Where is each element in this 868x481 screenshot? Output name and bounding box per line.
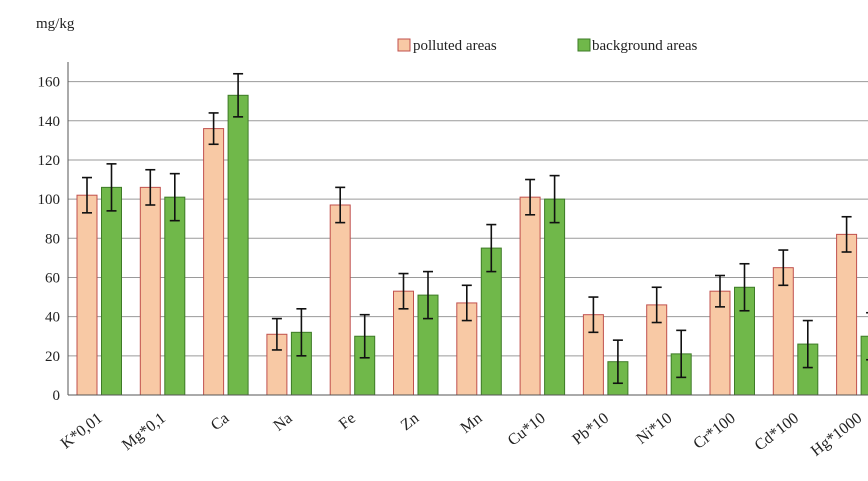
bars	[76, 94, 868, 396]
bar-polluted	[76, 194, 98, 396]
gridlines	[68, 81, 868, 357]
error-bar	[271, 317, 282, 351]
error-bar	[612, 339, 623, 385]
bar-polluted	[203, 128, 225, 396]
error-bar	[778, 249, 789, 287]
x-category-label: Cd*100	[752, 410, 802, 455]
y-tick-label: 0	[53, 388, 61, 404]
error-bar	[359, 313, 370, 359]
error-bar	[208, 112, 219, 146]
y-tick-label: 40	[45, 310, 60, 326]
error-bar	[651, 286, 662, 324]
bar-polluted	[772, 267, 794, 396]
x-category-label: K*0,01	[58, 410, 106, 453]
x-category-label: Zn	[398, 410, 422, 434]
x-category-label: Mg*0,1	[119, 410, 169, 454]
y-tick-label: 160	[38, 75, 61, 91]
x-category-label: Ca	[208, 410, 232, 434]
x-category-label: Hg*1000	[808, 410, 865, 460]
bar-background	[227, 94, 249, 396]
error-bar	[335, 186, 346, 224]
error-bar	[549, 174, 560, 224]
error-bar	[82, 176, 92, 214]
bar-background	[544, 198, 566, 396]
legend-swatch-polluted	[397, 38, 411, 52]
y-tick-label: 80	[45, 231, 60, 247]
x-category-label: Ni*10	[633, 410, 675, 448]
x-category-label: Cr*100	[690, 410, 738, 453]
bar-background	[164, 196, 186, 396]
bar-background	[860, 335, 868, 396]
error-bar	[233, 72, 244, 118]
legend-swatch-background	[577, 38, 591, 52]
x-category-label: Fe	[336, 410, 359, 433]
error-bar	[525, 178, 536, 216]
y-axis-ticks: 0 20 40 60 80 100 120 140 160	[38, 75, 61, 404]
y-tick-label: 20	[45, 349, 60, 365]
error-bar	[461, 284, 472, 322]
error-bar	[486, 223, 497, 273]
y-tick-label: 120	[38, 153, 61, 169]
x-category-label: Cu*10	[505, 410, 549, 450]
y-axis-unit-label: mg/kg	[36, 16, 75, 32]
error-bar	[802, 319, 813, 369]
legend-label-polluted: polluted areas	[413, 38, 497, 54]
bar-polluted	[139, 186, 161, 396]
bar-background	[101, 186, 122, 396]
bar-polluted	[519, 196, 541, 396]
error-bar	[676, 329, 687, 379]
error-bar	[296, 308, 307, 357]
bar-polluted	[836, 233, 858, 396]
error-bar	[398, 272, 409, 310]
x-axis-labels: K*0,01 Mg*0,1 Ca Na Fe Zn Mn Cu*10 Pb*10 Ni*10 Cr*…	[58, 410, 866, 460]
error-bar	[423, 270, 433, 320]
error-bar	[739, 262, 750, 312]
x-category-label: Na	[270, 410, 295, 435]
error-bar	[588, 296, 599, 334]
y-tick-label: 140	[38, 114, 61, 130]
legend: polluted areas background areas	[397, 38, 698, 54]
error-bar	[841, 215, 852, 253]
error-bar	[145, 168, 156, 206]
y-tick-label: 60	[45, 270, 60, 286]
error-bars	[82, 72, 868, 385]
error-bar	[715, 274, 725, 308]
x-category-label: Mn	[458, 410, 486, 437]
legend-label-background: background areas	[592, 38, 698, 54]
error-bar	[169, 172, 180, 222]
y-tick-label: 100	[38, 192, 61, 208]
error-bar	[106, 163, 117, 212]
x-category-label: Pb*10	[569, 410, 612, 449]
bar-polluted	[329, 204, 351, 396]
